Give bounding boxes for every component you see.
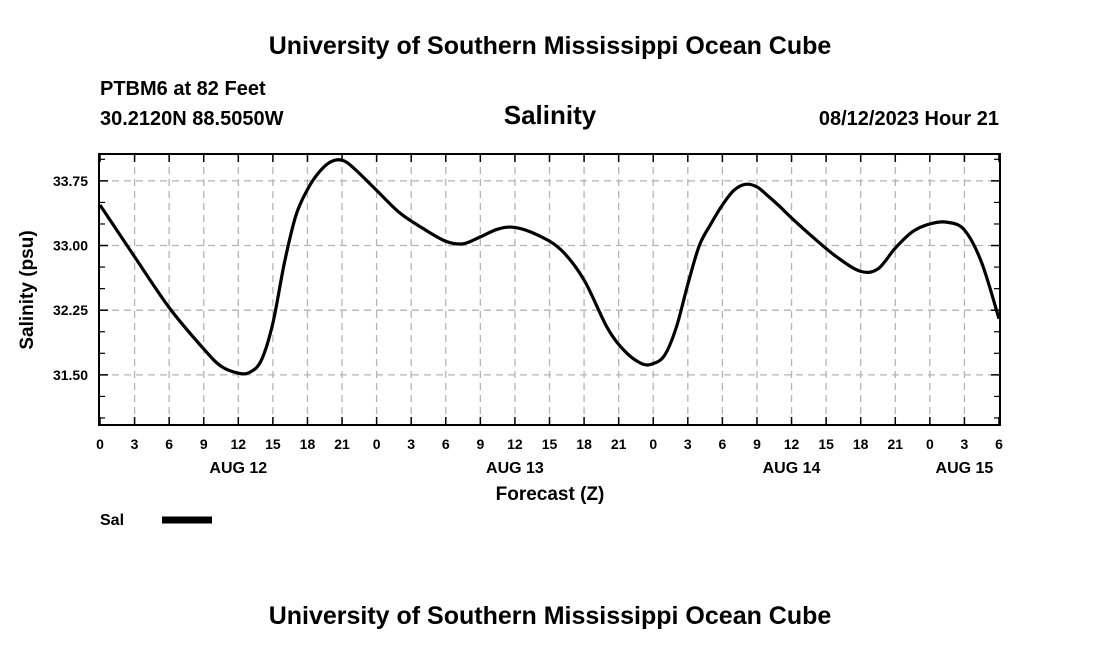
x-tick-label: 6 xyxy=(995,436,1003,452)
x-tick-label: 3 xyxy=(407,436,415,452)
x-tick-label: 21 xyxy=(334,436,350,452)
series-layer xyxy=(98,158,1001,376)
x-tick-label: 18 xyxy=(576,436,592,452)
x-tick-label: 15 xyxy=(818,436,834,452)
plot-frame xyxy=(98,153,1001,426)
legend-label: Sal xyxy=(100,512,124,529)
day-label: AUG 12 xyxy=(209,460,267,477)
x-axis-label: Forecast (Z) xyxy=(496,484,605,505)
forecast-datetime: 08/12/2023 Hour 21 xyxy=(819,108,999,130)
x-tick-label: 6 xyxy=(442,436,450,452)
day-label: AUG 13 xyxy=(486,460,544,477)
x-tick-label: 3 xyxy=(961,436,969,452)
y-tick-label: 32.25 xyxy=(53,302,88,318)
y-axis-label: Salinity (psu) xyxy=(17,230,38,349)
x-tick-label: 6 xyxy=(718,436,726,452)
x-tick-label: 12 xyxy=(231,436,247,452)
x-tick-label: 0 xyxy=(373,436,381,452)
x-tick-label: 9 xyxy=(200,436,208,452)
x-tick-label: 3 xyxy=(131,436,139,452)
x-tick-label: 15 xyxy=(542,436,558,452)
station-coords: 30.2120N 88.5050W xyxy=(100,108,284,130)
day-label: AUG 15 xyxy=(936,460,994,477)
x-tick-label: 21 xyxy=(611,436,627,452)
y-tick-label: 31.50 xyxy=(53,367,88,383)
axis-layer: 0 3 6 9 12 15 18 21 0 3 6 9 12 15 18 21 0 3 6 9 12 15 18 21 0 3 6 3… xyxy=(53,155,1003,477)
x-tick-label: 3 xyxy=(684,436,692,452)
x-tick-label: 6 xyxy=(165,436,173,452)
x-tick-label: 0 xyxy=(96,436,104,452)
grid-layer xyxy=(100,155,999,424)
x-tick-label: 12 xyxy=(507,436,523,452)
variable-title: Salinity xyxy=(504,100,597,130)
y-tick-label: 33.00 xyxy=(53,238,88,254)
x-tick-label: 0 xyxy=(926,436,934,452)
day-label: AUG 14 xyxy=(763,460,821,477)
station-label: PTBM6 at 82 Feet xyxy=(100,78,266,100)
series-line-sal xyxy=(98,158,1001,376)
x-tick-label: 15 xyxy=(265,436,281,452)
chart-title: University of Southern Mississippi Ocean… xyxy=(269,32,832,60)
x-tick-label: 18 xyxy=(853,436,869,452)
y-tick-label: 33.75 xyxy=(53,173,88,189)
x-tick-label: 9 xyxy=(476,436,484,452)
footer-title: University of Southern Mississippi Ocean… xyxy=(269,602,832,630)
x-tick-label: 18 xyxy=(300,436,316,452)
x-tick-label: 21 xyxy=(887,436,903,452)
x-tick-label: 0 xyxy=(649,436,657,452)
x-tick-label: 12 xyxy=(784,436,800,452)
x-tick-label: 9 xyxy=(753,436,761,452)
